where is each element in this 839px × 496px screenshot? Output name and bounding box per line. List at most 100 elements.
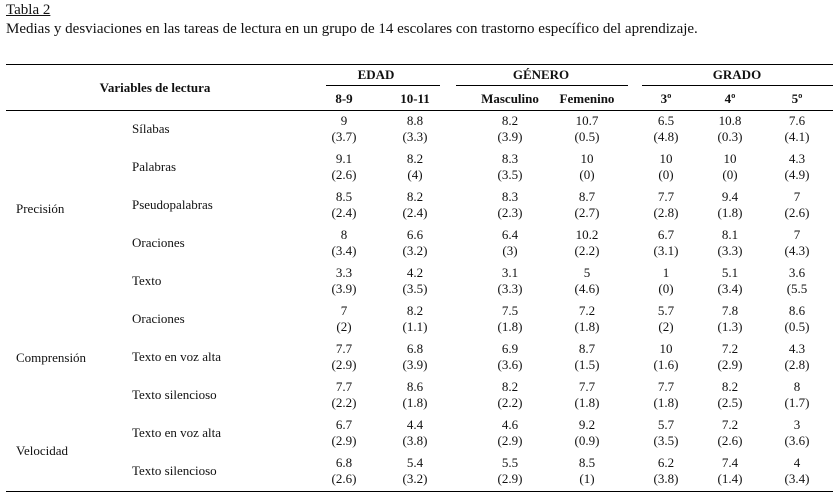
cell-sd: (5.5 [786, 280, 808, 296]
cell-mean: 5.4 [406, 455, 424, 470]
row-label: Texto silencioso [132, 387, 217, 402]
cell-mean: 10.2 [575, 227, 599, 242]
table-cell: 6.6 (3.2) [385, 227, 445, 258]
table-cell: 10 (0) [557, 151, 617, 182]
cell-sd: (2.9) [331, 356, 357, 372]
cell-sd: (3.4) [784, 470, 810, 486]
header-group-edad: EDAD [357, 67, 395, 82]
table-cell: 8 (1.7) [767, 379, 827, 410]
cell-sd: (3.3) [497, 280, 523, 296]
cell-sd: (1.5) [574, 356, 600, 372]
table-cell: 1 (0) [636, 265, 696, 296]
cell-sd: (3.4) [717, 280, 743, 296]
cell-sd: (3.7) [331, 128, 357, 144]
cell-mean: 7.7 [578, 379, 596, 394]
cell-sd: (3.5) [497, 166, 523, 182]
cell-mean: 8.2 [501, 379, 519, 394]
cell-sd: (1.7) [784, 394, 810, 410]
table-cell: 9.1 (2.6) [314, 151, 374, 182]
cell-sd: (4.6) [574, 280, 600, 296]
cell-sd: (3) [502, 242, 518, 258]
table-cell: 10.7 (0.5) [557, 113, 617, 144]
cell-sd: (3.2) [402, 242, 428, 258]
header-group-grado: GRADO [712, 67, 762, 82]
cell-mean: 8 [340, 227, 348, 242]
cell-sd: (2.9) [331, 432, 357, 448]
cell-mean: 7.5 [501, 303, 519, 318]
cell-mean: 6.2 [657, 455, 675, 470]
cell-sd: (1.8) [497, 318, 523, 334]
table-cell: 8.3 (2.3) [480, 189, 540, 220]
cell-sd: (3.3) [402, 128, 428, 144]
cell-mean: 7.7 [335, 379, 353, 394]
table-cell: 8.6 (1.8) [385, 379, 445, 410]
cell-sd: (1.1) [402, 318, 428, 334]
cell-mean: 3.3 [335, 265, 353, 280]
cell-sd: (2) [336, 318, 352, 334]
cell-sd: (4.8) [653, 128, 679, 144]
table-cell: 8 (3.4) [314, 227, 374, 258]
cell-sd: (1.8) [653, 394, 679, 410]
table-cell: 6.5 (4.8) [636, 113, 696, 144]
cell-mean: 5.7 [657, 417, 675, 432]
cell-sd: (3.3) [717, 242, 743, 258]
cell-mean: 3.1 [501, 265, 519, 280]
cell-sd: (3.8) [653, 470, 679, 486]
cell-mean: 8.3 [501, 151, 519, 166]
cell-mean: 8.6 [788, 303, 806, 318]
cell-mean: 4.6 [501, 417, 519, 432]
cell-mean: 6.8 [406, 341, 424, 356]
cell-sd: (3.5) [402, 280, 428, 296]
cell-mean: 10 [580, 151, 594, 166]
cell-sd: (0) [658, 166, 674, 182]
table-cell: 6.2 (3.8) [636, 455, 696, 486]
cell-mean: 4.4 [406, 417, 424, 432]
cell-sd: (0.9) [574, 432, 600, 448]
cell-sd: (2.7) [574, 204, 600, 220]
table-cell: 4.2 (3.5) [385, 265, 445, 296]
cell-mean: 9.4 [721, 189, 739, 204]
cell-sd: (2.2) [497, 394, 523, 410]
table-cell: 5.1 (3.4) [700, 265, 760, 296]
table-cell: 6.9 (3.6) [480, 341, 540, 372]
cell-sd: (3.6) [784, 432, 810, 448]
cell-sd: (3.1) [653, 242, 679, 258]
table-cell: 7.7 (1.8) [557, 379, 617, 410]
table-cell: 5.5 (2.9) [480, 455, 540, 486]
table-cell: 7.6 (4.1) [767, 113, 827, 144]
cell-sd: (0.5) [574, 128, 600, 144]
table-cell: 4.3 (4.9) [767, 151, 827, 182]
cell-mean: 3.6 [788, 265, 806, 280]
cell-mean: 10 [723, 151, 737, 166]
cell-sd: (1) [579, 470, 595, 486]
cell-sd: (2.6) [331, 166, 357, 182]
table-cell: 7.4 (1.4) [700, 455, 760, 486]
cell-mean: 7 [340, 303, 348, 318]
cell-sd: (2.4) [331, 204, 357, 220]
table-cell: 8.3 (3.5) [480, 151, 540, 182]
row-label: Oraciones [132, 235, 185, 250]
cell-mean: 8.3 [501, 189, 519, 204]
table-cell: 5.4 (3.2) [385, 455, 445, 486]
row-label: Sílabas [132, 121, 170, 136]
table-cell: 10 (0) [636, 151, 696, 182]
cell-sd: (1.3) [717, 318, 743, 334]
table-cell: 8.2 (4) [385, 151, 445, 182]
table-cell: 6.8 (2.6) [314, 455, 374, 486]
table-cell: 7.2 (2.9) [700, 341, 760, 372]
header-group-genero: GÉNERO [512, 67, 570, 82]
cell-sd: (3.6) [497, 356, 523, 372]
header-col-10-11: 10-11 [400, 91, 430, 106]
cell-mean: 5.1 [721, 265, 739, 280]
cell-sd: (2.9) [717, 356, 743, 372]
table-cell: 5.7 (2) [636, 303, 696, 334]
header-col-masculino: Masculino [481, 91, 539, 106]
cell-sd: (0) [722, 166, 738, 182]
row-label: Texto en voz alta [132, 349, 221, 364]
cell-mean: 7.2 [721, 417, 739, 432]
cell-sd: (3.4) [331, 242, 357, 258]
table-cell: 3.1 (3.3) [480, 265, 540, 296]
cell-mean: 10.8 [718, 113, 742, 128]
cell-sd: (0.5) [784, 318, 810, 334]
row-label: Oraciones [132, 311, 185, 326]
